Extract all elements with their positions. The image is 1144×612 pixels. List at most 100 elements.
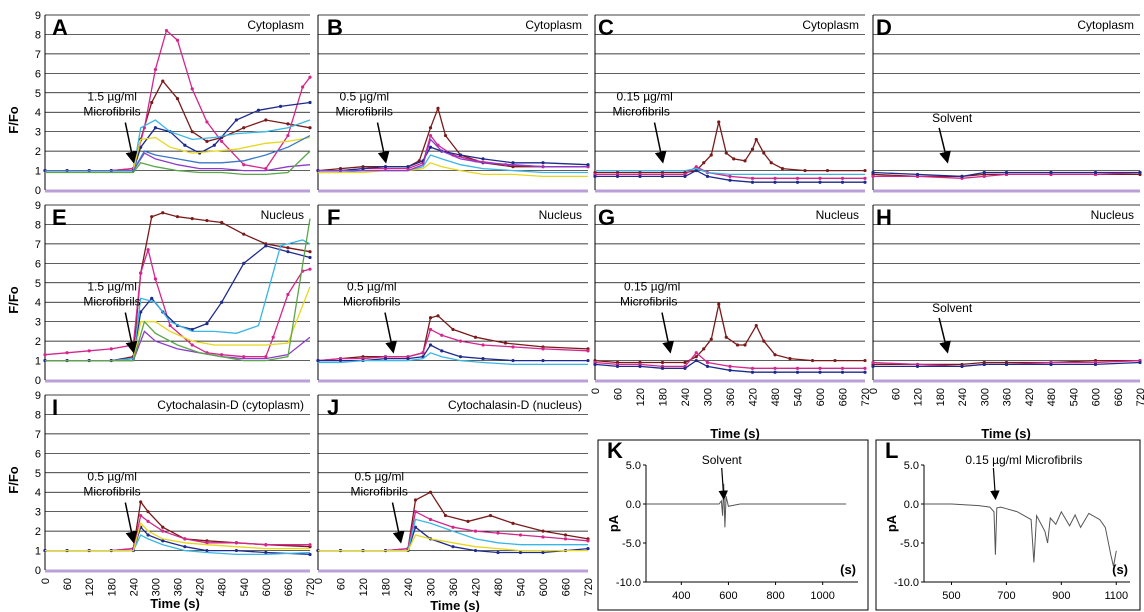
data-point: [1138, 170, 1142, 175]
x-tick-label: 0: [313, 578, 325, 584]
data-point: [428, 126, 433, 130]
data-point: [421, 351, 425, 355]
data-point: [818, 366, 822, 370]
data-point: [308, 126, 312, 130]
data-point: [780, 167, 785, 171]
data-point: [413, 525, 418, 529]
series-line-4: [318, 352, 588, 366]
data-point: [773, 176, 777, 180]
y-tick-label: 5.0: [904, 460, 919, 472]
panel-frame: [597, 439, 869, 611]
data-point: [769, 161, 773, 165]
data-point: [754, 323, 758, 328]
y-tick-label: 9: [35, 10, 41, 22]
data-point: [271, 335, 275, 339]
data-point: [190, 130, 194, 134]
data-point: [436, 106, 440, 110]
annotation-label: 0.15 µg/ml Microfibrils: [965, 453, 1082, 467]
data-point: [256, 108, 261, 112]
series-line-3: [873, 361, 1141, 368]
data-point: [660, 360, 665, 365]
series-line-1: [45, 212, 311, 362]
data-point: [863, 370, 867, 374]
data-point: [481, 357, 485, 361]
data-point: [308, 250, 312, 254]
data-point: [383, 357, 388, 361]
data-point: [183, 545, 187, 549]
data-point: [205, 218, 209, 223]
data-point: [563, 533, 568, 537]
data-point: [694, 165, 698, 169]
data-point: [308, 100, 312, 105]
x-tick-label: 120: [635, 388, 647, 406]
x-tick-label: 420: [748, 388, 760, 406]
stimulus-arrow: [384, 312, 398, 354]
x-tick-label: 480: [217, 578, 229, 596]
data-point: [511, 358, 515, 363]
annotation-label: 1.5 µg/ml: [87, 90, 137, 104]
data-point: [413, 498, 418, 502]
data-point: [440, 349, 444, 353]
data-point: [750, 180, 755, 184]
data-point: [1138, 360, 1142, 365]
series-line-2: [595, 165, 865, 179]
y-tick-label: -10.0: [894, 577, 919, 589]
x-tick-label: 1000: [810, 590, 834, 602]
data-point: [863, 180, 867, 184]
data-point: [586, 358, 590, 363]
x-tick-label: 240: [403, 578, 415, 596]
data-point: [466, 519, 470, 523]
panel-H: 0 60 120 180 240 300 360 420 480 540 600 660 720 Nucl…: [868, 204, 1144, 406]
data-point: [795, 180, 800, 184]
data-point: [308, 255, 312, 260]
x-tick-label: 480: [770, 388, 782, 406]
panel-title: Cytochalasin-D (nucleus): [448, 398, 582, 412]
data-point: [586, 539, 590, 543]
data-point: [220, 139, 224, 143]
data-point: [683, 366, 687, 370]
data-point: [982, 362, 986, 367]
y-tick-label: 7: [35, 239, 41, 251]
data-point: [481, 343, 485, 347]
data-point: [428, 517, 433, 522]
data-point: [754, 137, 758, 142]
data-point: [413, 510, 418, 514]
data-point: [183, 537, 187, 541]
series-line-2: [594, 351, 865, 369]
y-tick-label: 9: [35, 200, 41, 212]
panel-D: Cytoplasm D Solvent: [871, 14, 1142, 193]
data-point: [825, 168, 830, 173]
x-tick-label: 720: [305, 578, 317, 596]
x-tick-label: 400: [672, 590, 690, 602]
y-axis-label: pA: [606, 514, 621, 532]
annotation-label: Microfibrils: [83, 295, 140, 309]
annotation-label: 0.15 µg/ml: [617, 90, 673, 104]
data-point: [638, 364, 642, 368]
data-point: [511, 165, 515, 169]
y-tick-label: 4: [35, 487, 41, 499]
data-point: [871, 364, 875, 368]
series-line-8: [45, 135, 311, 172]
data-point: [660, 366, 665, 370]
annotation-label: Microfibrils: [83, 485, 140, 499]
y-tick-label: 0.0: [904, 499, 919, 511]
data-point: [406, 357, 410, 361]
y-tick-label: 6: [35, 68, 41, 80]
y-tick-label: -5.0: [900, 538, 919, 550]
x-tick-label: 900: [1052, 590, 1070, 602]
annotation-label: Microfibrils: [83, 105, 140, 119]
y-tick-label: 5: [35, 88, 41, 100]
series-line-5: [45, 522, 310, 552]
data-point: [982, 174, 986, 178]
data-point: [428, 133, 433, 138]
series-line-1: [646, 483, 847, 528]
y-axis-label-row3: F/Fo: [6, 466, 21, 493]
data-point: [139, 145, 143, 149]
data-point: [183, 143, 187, 147]
data-point: [593, 174, 597, 178]
data-point: [694, 168, 698, 173]
panel-G: 0 60 120 180 240 300 360 420 480 540 600 660 720 Nucl…: [590, 204, 872, 406]
data-point: [724, 335, 728, 339]
y-tick-label: 2: [35, 526, 41, 538]
